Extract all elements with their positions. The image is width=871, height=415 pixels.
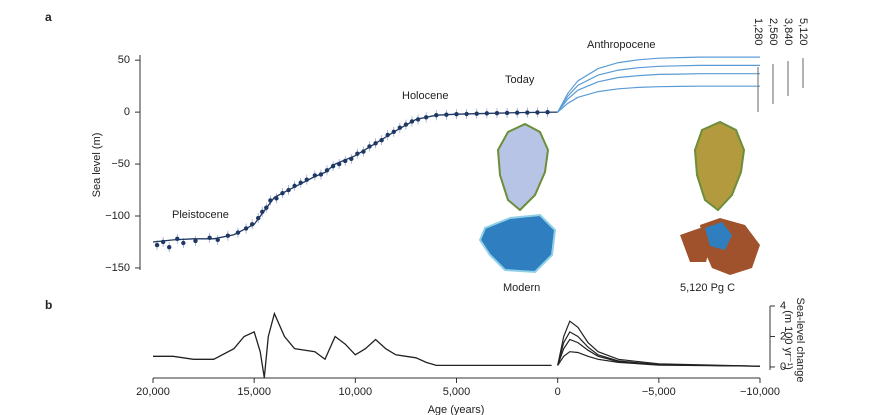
ice-sheet-images bbox=[478, 120, 760, 275]
y-tick-label: 0 bbox=[780, 361, 786, 373]
line bbox=[152, 111, 558, 243]
data-point bbox=[166, 244, 172, 250]
y-tick-label: −150 bbox=[105, 262, 130, 274]
panel-label: a bbox=[45, 10, 52, 24]
data-point bbox=[154, 242, 160, 248]
line bbox=[557, 320, 761, 367]
y-axis-title: Sea-level change bbox=[794, 297, 806, 382]
annotation: Anthropocene bbox=[587, 39, 656, 51]
line bbox=[557, 56, 760, 113]
greenland-future bbox=[693, 120, 746, 212]
x-tick-label: −10,000 bbox=[740, 386, 780, 398]
annotation: 5,120 Pg C bbox=[680, 282, 735, 294]
y-tick-label: −50 bbox=[111, 158, 130, 170]
antarctica-modern bbox=[478, 213, 557, 274]
annotation: Pleistocene bbox=[172, 209, 229, 221]
data-point bbox=[193, 238, 198, 244]
series-label: 2,560 bbox=[767, 18, 779, 46]
antarctica-east-future bbox=[700, 218, 760, 275]
line bbox=[153, 311, 552, 378]
y-tick-label: 2 bbox=[780, 330, 786, 342]
panel-label: b bbox=[45, 298, 52, 312]
greenland-modern bbox=[496, 122, 550, 212]
y-tick-label: −100 bbox=[105, 210, 130, 222]
line bbox=[557, 331, 761, 367]
annotation: Modern bbox=[503, 282, 540, 294]
x-tick-label: −5,000 bbox=[642, 386, 676, 398]
y-tick-label: 0 bbox=[124, 106, 130, 118]
line bbox=[557, 351, 761, 367]
series-label: 5,120 bbox=[797, 18, 809, 46]
series-label: 3,840 bbox=[782, 18, 794, 46]
y-tick-label: 50 bbox=[118, 54, 130, 66]
antarctica-ice-future bbox=[705, 222, 732, 250]
y-tick-label: 4 bbox=[780, 300, 786, 312]
series-label: 1,280 bbox=[752, 18, 764, 46]
annotation: Today bbox=[505, 74, 535, 86]
y-axis-title: Sea level (m) bbox=[91, 133, 103, 198]
x-tick-label: 15,000 bbox=[237, 386, 271, 398]
x-tick-label: 5,000 bbox=[443, 386, 471, 398]
line bbox=[557, 64, 760, 113]
line bbox=[557, 338, 761, 367]
x-tick-label: 10,000 bbox=[339, 386, 373, 398]
x-axis-title: Age (years) bbox=[428, 404, 485, 415]
line bbox=[557, 85, 760, 113]
data-point bbox=[181, 240, 186, 246]
y-axis-title: (m 100 yr⁻¹) bbox=[782, 310, 794, 370]
annotation: Holocene bbox=[402, 90, 448, 102]
x-tick-label: 0 bbox=[555, 386, 561, 398]
line bbox=[557, 73, 760, 113]
x-tick-label: 20,000 bbox=[136, 386, 170, 398]
